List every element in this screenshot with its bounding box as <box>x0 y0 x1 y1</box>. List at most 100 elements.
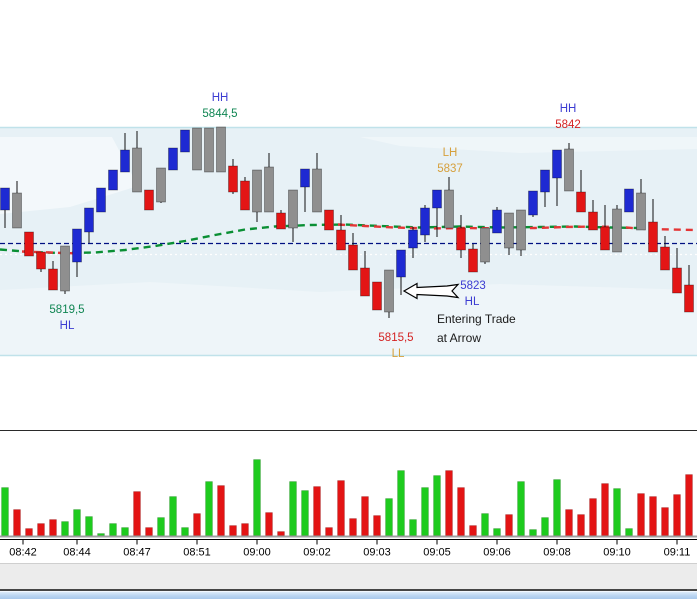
time-label-11: 09:11 <box>664 547 691 559</box>
volume-bar-49 <box>589 498 597 536</box>
volume-bar-54 <box>649 496 657 536</box>
volume-bar-31 <box>373 515 381 536</box>
candle-body-21 <box>252 169 262 213</box>
candle-body-36 <box>432 189 442 209</box>
taskbar-edge[interactable] <box>0 591 697 599</box>
label-hh-2: HH <box>560 103 577 115</box>
time-label-3: 08:51 <box>183 547 211 559</box>
candle-body-32 <box>384 269 394 313</box>
volume-bar-55 <box>661 507 669 536</box>
volume-bar-9 <box>109 523 117 536</box>
time-label-8: 09:06 <box>483 547 511 559</box>
label-price-5819: 5819,5 <box>49 304 84 316</box>
candle-body-34 <box>408 229 418 249</box>
volume-bar-2 <box>25 528 33 536</box>
volume-bar-52 <box>625 528 633 536</box>
candle-body-22 <box>264 166 274 213</box>
volume-bar-38 <box>457 487 465 536</box>
candle-body-43 <box>516 209 526 251</box>
candle-body-45 <box>540 169 550 193</box>
volume-bar-17 <box>205 481 213 536</box>
label-ll: LL <box>392 348 405 360</box>
time-label-4: 09:00 <box>243 547 271 559</box>
volume-bar-39 <box>469 525 477 536</box>
volume-bar-24 <box>289 481 297 536</box>
volume-bar-34 <box>409 519 417 536</box>
candle-body-56 <box>672 267 682 294</box>
candle-body-25 <box>300 168 310 188</box>
volume-bar-45 <box>541 517 549 536</box>
volume-bar-26 <box>313 486 321 536</box>
price-volume-chart[interactable]: HH 5844,5 LH 5837 HH 5842 5819,5 HL 5823 HL 5815,5… <box>0 0 697 563</box>
candle-body-41 <box>492 209 502 234</box>
time-label-10: 09:10 <box>603 547 631 559</box>
candle-body-39 <box>468 248 478 273</box>
candle-body-48 <box>576 191 586 213</box>
volume-bar-10 <box>121 527 129 536</box>
volume-bar-4 <box>49 519 57 536</box>
candle-body-54 <box>648 221 658 253</box>
volume-bar-40 <box>481 513 489 536</box>
candle-body-51 <box>612 208 622 253</box>
candle-body-24 <box>288 189 298 229</box>
candle-body-6 <box>72 228 82 263</box>
candle-body-57 <box>684 284 694 313</box>
volume-bar-50 <box>601 483 609 536</box>
volume-bar-28 <box>337 480 345 536</box>
volume-bar-16 <box>193 513 201 536</box>
candle-body-17 <box>204 127 214 173</box>
time-label-6: 09:03 <box>363 547 391 559</box>
volume-bar-3 <box>37 523 45 536</box>
candle-body-55 <box>660 246 670 271</box>
candle-body-35 <box>420 207 430 236</box>
volume-bar-44 <box>529 529 537 536</box>
candle-body-46 <box>552 149 562 179</box>
time-label-0: 08:42 <box>9 547 37 559</box>
volume-bar-53 <box>637 493 645 536</box>
volume-bar-48 <box>577 514 585 536</box>
band-cloud-2 <box>0 282 697 355</box>
candle-body-26 <box>312 168 322 213</box>
candle-body-30 <box>360 267 370 297</box>
window-bottom-border <box>0 589 697 591</box>
candle-body-52 <box>624 188 634 213</box>
volume-bar-7 <box>85 516 93 536</box>
volume-bar-14 <box>169 496 177 536</box>
volume-bar-20 <box>241 523 249 536</box>
volume-bar-13 <box>157 517 165 536</box>
volume-bar-22 <box>265 512 273 536</box>
candle-body-49 <box>588 211 598 231</box>
volume-bar-35 <box>421 487 429 536</box>
volume-bar-11 <box>133 491 141 536</box>
volume-bar-51 <box>613 488 621 536</box>
candle-body-31 <box>372 281 382 311</box>
candle-body-29 <box>348 244 358 271</box>
candle-body-37 <box>444 189 454 229</box>
volume-bar-8 <box>97 533 105 536</box>
time-label-7: 09:05 <box>423 547 451 559</box>
time-label-9: 09:08 <box>543 547 571 559</box>
label-price-5842: 5842 <box>555 119 581 131</box>
candle-body-19 <box>228 165 238 193</box>
candle-body-2 <box>24 231 34 257</box>
candle-body-27 <box>324 209 334 231</box>
volume-bar-5 <box>61 521 69 536</box>
volume-bar-41 <box>493 528 501 536</box>
volume-bar-57 <box>685 474 693 536</box>
candle-body-18 <box>216 126 226 173</box>
candle-body-4 <box>48 268 58 291</box>
volume-bar-46 <box>553 479 561 536</box>
volume-bar-33 <box>397 470 405 536</box>
candle-body-20 <box>240 180 250 211</box>
volume-bar-23 <box>277 531 285 536</box>
candle-body-8 <box>96 187 106 213</box>
candle-body-3 <box>36 251 46 270</box>
candle-body-33 <box>396 249 406 278</box>
candle-body-11 <box>132 147 142 193</box>
candle-body-38 <box>456 227 466 251</box>
volume-bar-37 <box>445 470 453 536</box>
candle-body-44 <box>528 190 538 216</box>
band-cloud-1 <box>360 137 697 153</box>
label-price-5837: 5837 <box>437 163 463 175</box>
candle-body-28 <box>336 229 346 251</box>
